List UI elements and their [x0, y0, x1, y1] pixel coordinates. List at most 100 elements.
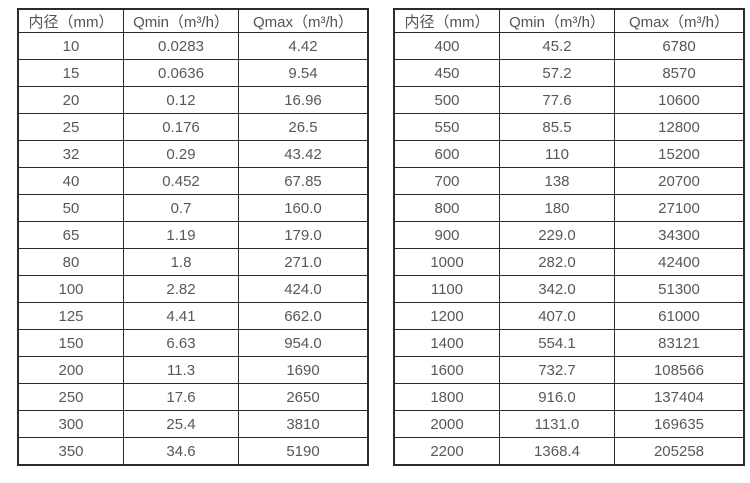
table-cell: 100 [17, 275, 124, 303]
table-cell: 15 [17, 59, 124, 87]
table-row: 700 138 20700 [393, 167, 745, 195]
table-cell: 67.85 [238, 167, 369, 195]
table-row: 250 17.6 2650 [17, 383, 369, 411]
table-row: 65 1.19 179.0 [17, 221, 369, 249]
table-cell: 25.4 [123, 410, 239, 438]
table-cell: 250 [17, 383, 124, 411]
table-row: 1400 554.1 83121 [393, 329, 745, 357]
table-cell: 0.452 [123, 167, 239, 195]
table-cell: 32 [17, 140, 124, 168]
table-cell: 65 [17, 221, 124, 249]
table-cell: 954.0 [238, 329, 369, 357]
table-row: 550 85.5 12800 [393, 113, 745, 141]
table-row: 40 0.452 67.85 [17, 167, 369, 195]
table-cell: 700 [393, 167, 500, 195]
table-cell: 16.96 [238, 86, 369, 114]
table-cell: 9.54 [238, 59, 369, 87]
table-cell: 51300 [614, 275, 745, 303]
table-cell: 83121 [614, 329, 745, 357]
table-row: 1600 732.7 108566 [393, 356, 745, 384]
column-header: 内径（mm） [17, 8, 124, 33]
table-cell: 43.42 [238, 140, 369, 168]
table-cell: 110 [499, 140, 615, 168]
table-cell: 800 [393, 194, 500, 222]
table-row: 350 34.6 5190 [17, 437, 369, 466]
table-cell: 57.2 [499, 59, 615, 87]
table-cell: 34300 [614, 221, 745, 249]
table-cell: 4.42 [238, 32, 369, 60]
table-row: 1100 342.0 51300 [393, 275, 745, 303]
table-cell: 662.0 [238, 302, 369, 330]
table-cell: 0.176 [123, 113, 239, 141]
table-cell: 6780 [614, 32, 745, 60]
table-row: 2200 1368.4 205258 [393, 437, 745, 466]
table-cell: 20 [17, 86, 124, 114]
table-cell: 26.5 [238, 113, 369, 141]
table-cell: 282.0 [499, 248, 615, 276]
table-cell: 424.0 [238, 275, 369, 303]
column-header: Qmin（m³/h） [123, 8, 239, 33]
header-row: 内径（mm） Qmin（m³/h） Qmax（m³/h） [393, 8, 745, 33]
table-cell: 200 [17, 356, 124, 384]
table-cell: 12800 [614, 113, 745, 141]
table-cell: 2000 [393, 410, 500, 438]
table-cell: 10600 [614, 86, 745, 114]
table-cell: 0.0283 [123, 32, 239, 60]
table-cell: 342.0 [499, 275, 615, 303]
table-cell: 1200 [393, 302, 500, 330]
table-cell: 1.8 [123, 248, 239, 276]
table-cell: 11.3 [123, 356, 239, 384]
table-cell: 732.7 [499, 356, 615, 384]
table-cell: 500 [393, 86, 500, 114]
table-cell: 15200 [614, 140, 745, 168]
table-row: 600 110 15200 [393, 140, 745, 168]
table-cell: 138 [499, 167, 615, 195]
table-cell: 77.6 [499, 86, 615, 114]
table-row: 10 0.0283 4.42 [17, 32, 369, 60]
table-cell: 160.0 [238, 194, 369, 222]
table-row: 150 6.63 954.0 [17, 329, 369, 357]
table-cell: 125 [17, 302, 124, 330]
table-row: 1200 407.0 61000 [393, 302, 745, 330]
header-row: 内径（mm） Qmin（m³/h） Qmax（m³/h） [17, 8, 369, 33]
table-cell: 1600 [393, 356, 500, 384]
table-cell: 85.5 [499, 113, 615, 141]
table-cell: 108566 [614, 356, 745, 384]
table-row: 900 229.0 34300 [393, 221, 745, 249]
table-cell: 3810 [238, 410, 369, 438]
table-cell: 5190 [238, 437, 369, 466]
table-row: 50 0.7 160.0 [17, 194, 369, 222]
table-cell: 61000 [614, 302, 745, 330]
table-cell: 205258 [614, 437, 745, 466]
flow-spec-table-small-diameters: 内径（mm） Qmin（m³/h） Qmax（m³/h） 10 0.0283 4.42 15… [17, 8, 369, 466]
table-cell: 450 [393, 59, 500, 87]
table-cell: 179.0 [238, 221, 369, 249]
table-cell: 1.19 [123, 221, 239, 249]
table-cell: 1368.4 [499, 437, 615, 466]
column-header: Qmin（m³/h） [499, 8, 615, 33]
table-row: 400 45.2 6780 [393, 32, 745, 60]
table-cell: 1400 [393, 329, 500, 357]
table-cell: 0.12 [123, 86, 239, 114]
table-cell: 4.41 [123, 302, 239, 330]
table-cell: 271.0 [238, 248, 369, 276]
table-cell: 137404 [614, 383, 745, 411]
table-cell: 40 [17, 167, 124, 195]
table-cell: 150 [17, 329, 124, 357]
table-row: 2000 1131.0 169635 [393, 410, 745, 438]
table-cell: 916.0 [499, 383, 615, 411]
table-row: 200 11.3 1690 [17, 356, 369, 384]
table-cell: 900 [393, 221, 500, 249]
table-cell: 1800 [393, 383, 500, 411]
table-row: 450 57.2 8570 [393, 59, 745, 87]
table-cell: 50 [17, 194, 124, 222]
table-cell: 180 [499, 194, 615, 222]
table-cell: 0.0636 [123, 59, 239, 87]
table-row: 500 77.6 10600 [393, 86, 745, 114]
table-cell: 0.7 [123, 194, 239, 222]
table-cell: 400 [393, 32, 500, 60]
table-cell: 17.6 [123, 383, 239, 411]
table-cell: 80 [17, 248, 124, 276]
table-cell: 1000 [393, 248, 500, 276]
